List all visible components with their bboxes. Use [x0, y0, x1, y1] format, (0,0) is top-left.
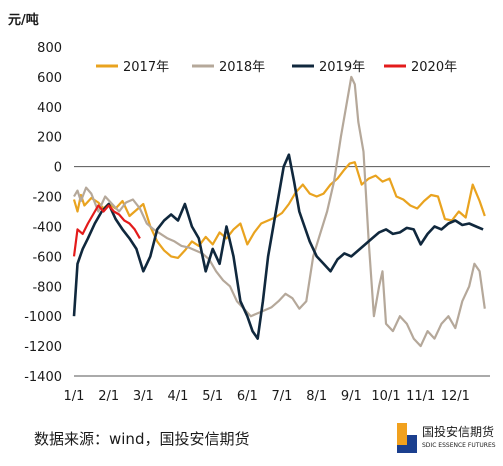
series-line-2	[72, 153, 484, 340]
brand-logo-mark	[397, 423, 417, 453]
brand-name-cn: 国投安信期货	[422, 425, 495, 439]
legend-label-3: 2020年	[411, 60, 457, 75]
y-tick-label: 600	[37, 71, 62, 86]
y-tick-label: -1400	[24, 370, 62, 385]
brand-name-en: SDIC ESSENCE FUTURES	[422, 442, 496, 449]
x-tick-label: 5/1	[202, 389, 223, 404]
x-axis-ticks: 1/1 2/1 3/1 4/1 5/1 6/1 7/1 8/1 9/1 10/1 11/1 12/1	[64, 389, 470, 404]
x-tick-label: 10/1	[371, 389, 400, 404]
series-layer	[72, 75, 486, 348]
x-tick-label: 7/1	[272, 389, 293, 404]
y-tick-label: 200	[37, 131, 62, 146]
y-unit-label: 元/吨	[8, 12, 39, 28]
y-tick-label: 400	[37, 101, 62, 116]
series-line-3	[72, 204, 141, 257]
y-tick-label: -400	[32, 220, 62, 235]
x-tick-label: 3/1	[133, 389, 154, 404]
y-axis-ticks: 800 600 400 200 0 -200 -400 -600 -800 -1000 -1200 -…	[24, 41, 62, 385]
source-note: 数据来源：wind，国投安信期货	[34, 430, 250, 448]
legend-label-2: 2019年	[319, 60, 365, 75]
x-tick-label: 6/1	[237, 389, 258, 404]
x-tick-label: 12/1	[441, 389, 470, 404]
series-line-1	[73, 75, 486, 348]
legend-label-0: 2017年	[123, 60, 169, 75]
x-tick-label: 1/1	[64, 389, 85, 404]
legend: 2017年 2018年 2019年 2020年	[96, 60, 457, 75]
brand-logo: 国投安信期货 SDIC ESSENCE FUTURES	[396, 420, 500, 462]
legend-label-1: 2018年	[219, 60, 265, 75]
x-tick-label: 2/1	[98, 389, 119, 404]
x-tick-label: 4/1	[168, 389, 189, 404]
x-tick-label: 9/1	[341, 389, 362, 404]
y-tick-label: -1200	[24, 340, 62, 355]
series-line-0	[72, 161, 486, 259]
y-tick-label: -800	[32, 280, 62, 295]
y-tick-label: -200	[32, 191, 62, 206]
y-tick-label: 0	[54, 161, 62, 176]
y-tick-label: -600	[32, 250, 62, 265]
y-tick-label: 800	[37, 41, 62, 56]
x-tick-label: 11/1	[406, 389, 435, 404]
y-tick-label: -1000	[24, 310, 62, 325]
x-tick-label: 8/1	[306, 389, 327, 404]
